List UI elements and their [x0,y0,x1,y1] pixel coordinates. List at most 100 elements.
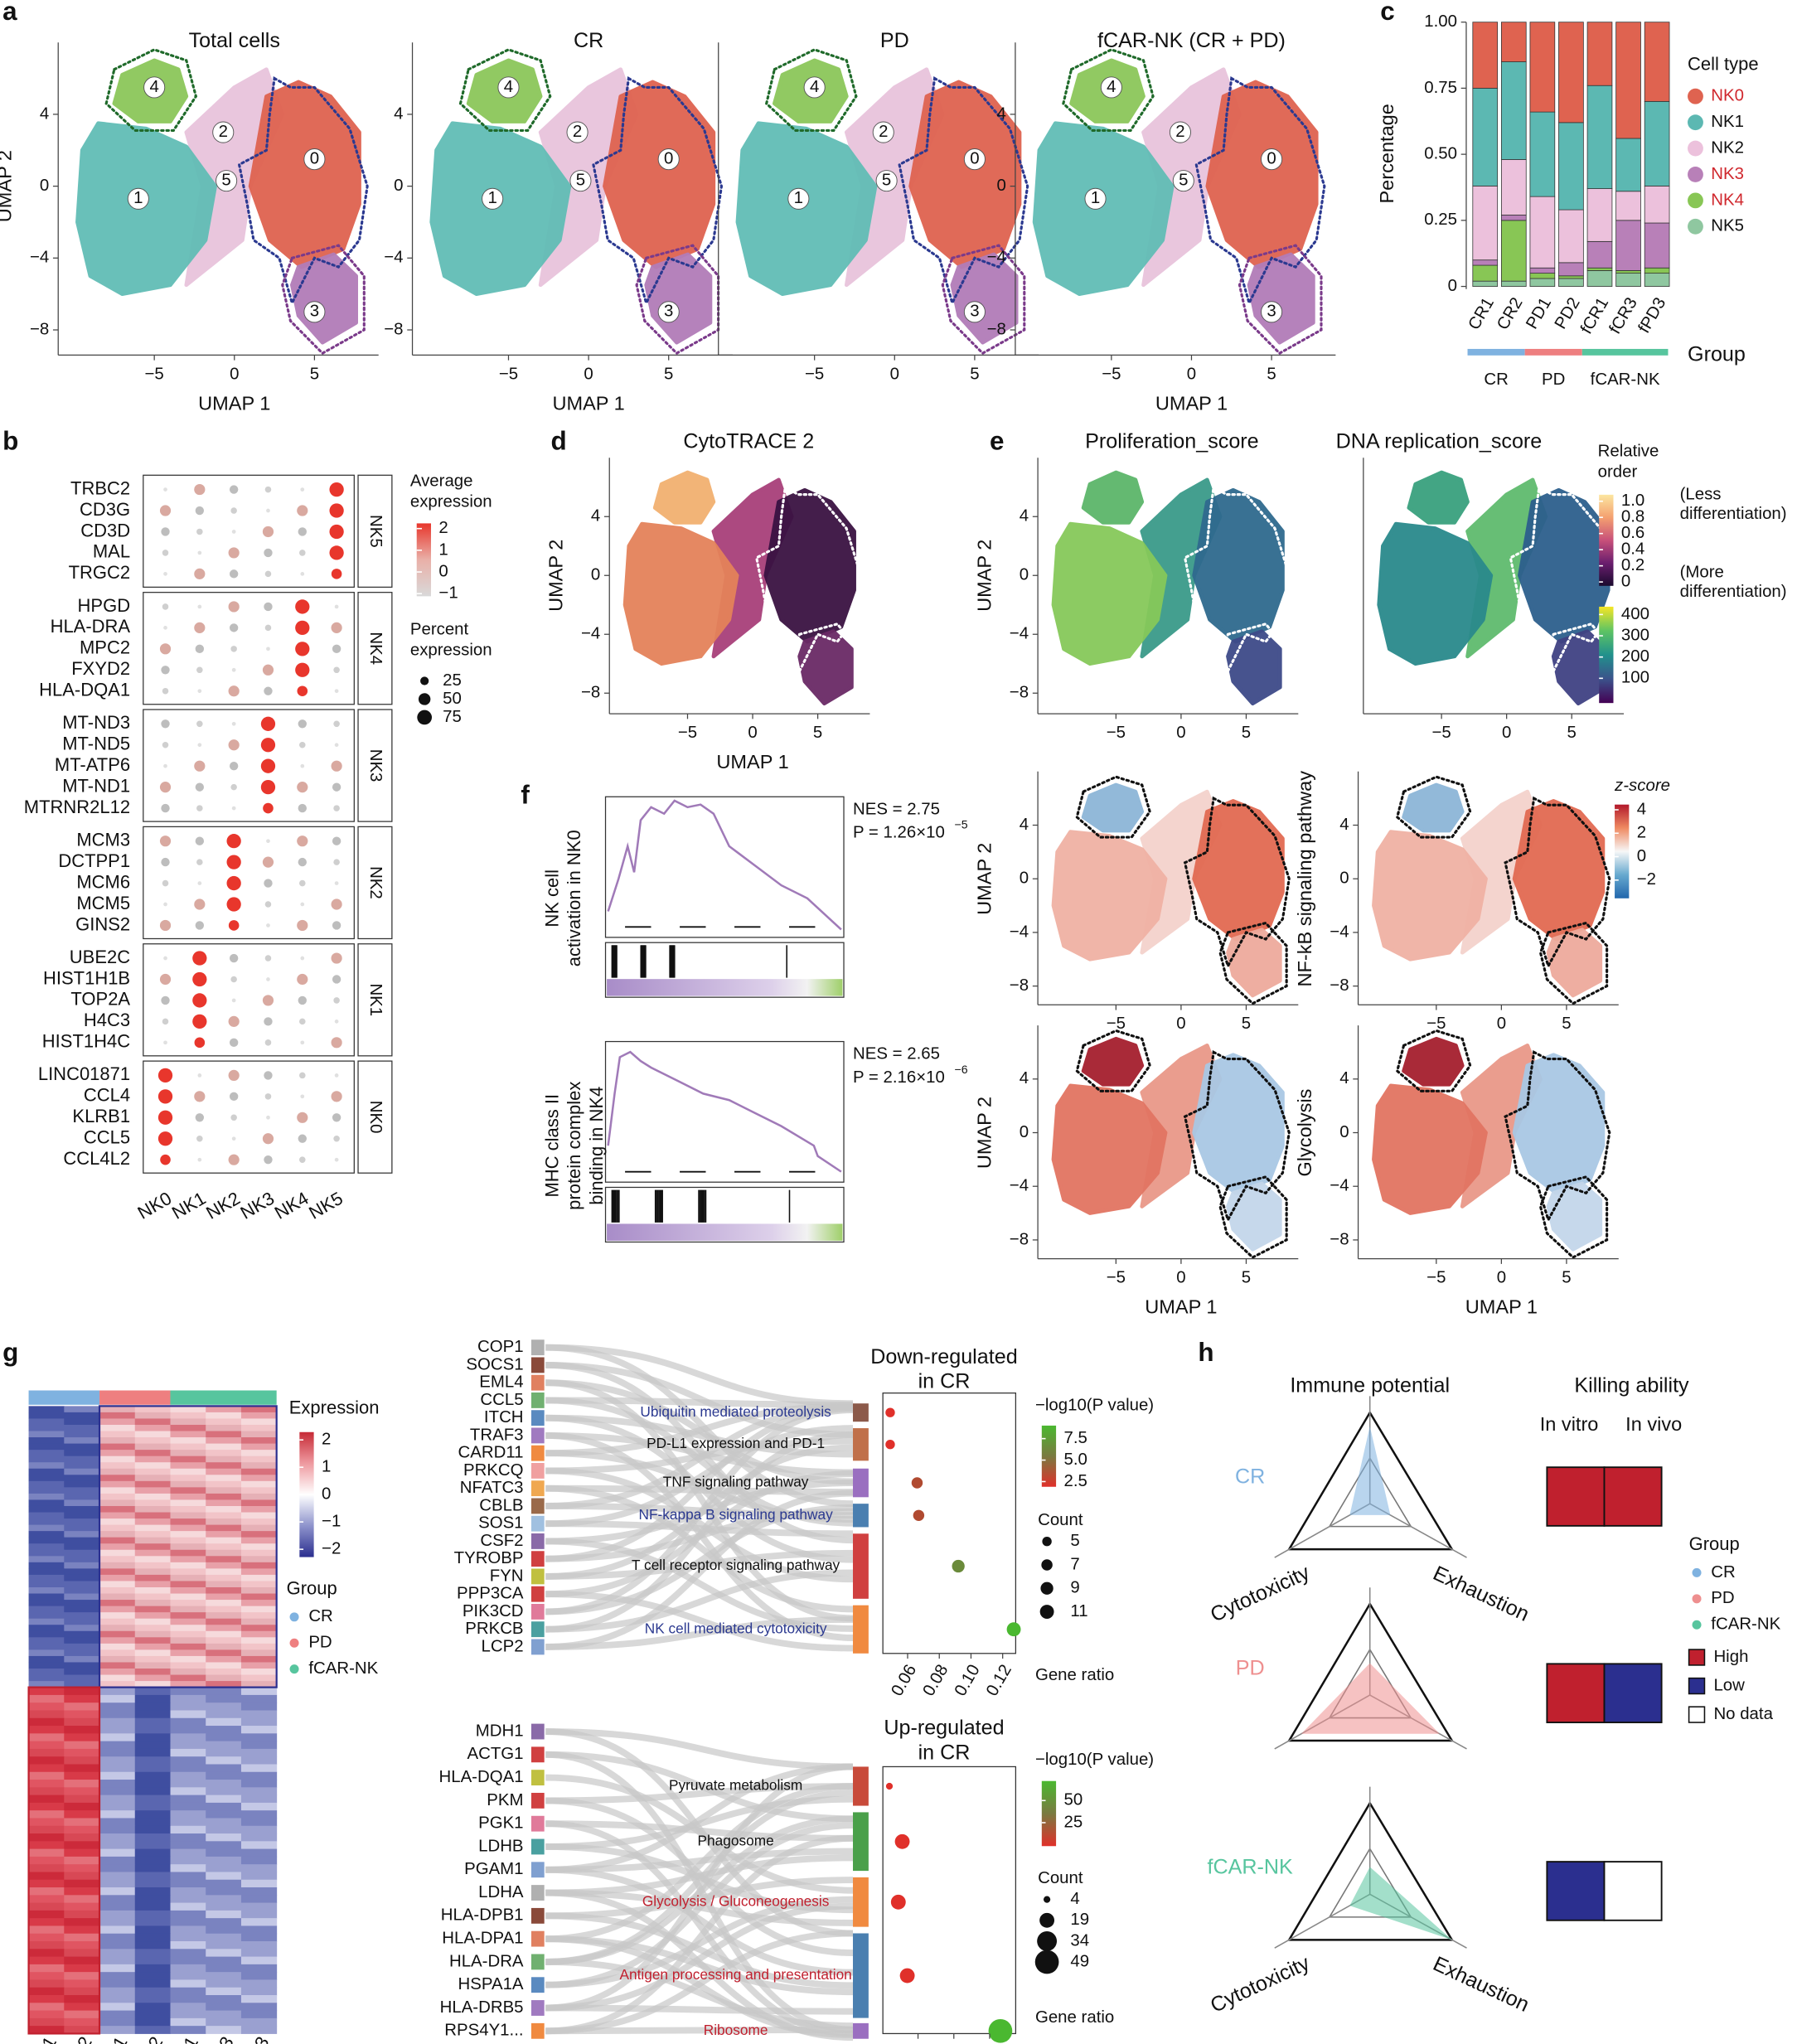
heatmap-cell [64,1630,100,1638]
dot [162,603,169,610]
x-tick-label: 5 [970,365,979,383]
panel-letter: a [2,0,17,26]
heatmap-cell [28,1703,65,1711]
heatmap-cell [64,1493,100,1500]
enrichment-dot [1006,1622,1021,1637]
colorbar [1615,804,1630,898]
cluster-label: 1 [794,189,803,207]
gene-label: LDHA [478,1883,524,1901]
heatmap-cell [134,1771,171,1780]
panel-letter: g [2,1338,18,1367]
heatmap-cell [99,1499,136,1507]
dot [157,1068,173,1083]
heatmap-cell [240,1703,278,1711]
dot [298,719,307,729]
cluster-badge [787,187,810,210]
heatmap-cell [240,1925,278,1935]
umap-cells [652,470,716,525]
bar-segment [1500,61,1527,160]
dot [334,1073,339,1078]
heatmap-cell [99,1424,136,1431]
heatmap-cell [99,1518,136,1526]
heatmap-cell [170,1694,206,1703]
heatmap-cell [206,1910,242,1919]
heatmap-cell [64,1562,100,1569]
y-tick-label: −8 [581,684,600,702]
heatmap-cell [206,1810,242,1819]
gene-label: TOP2A [70,989,130,1010]
dot [295,642,310,656]
x-tick-label: CR1 [25,2033,61,2044]
heatmap-cell [64,1879,100,1888]
colorbar-tick: 0.4 [1621,540,1644,559]
legend-note: (More [1680,564,1724,582]
heatmap-cell [28,1795,65,1804]
x-tick-label: PD1 [96,2033,132,2044]
cluster-outline [1504,1050,1611,1223]
heatmap-cell [99,1848,136,1858]
heatmap-cell [170,1456,206,1463]
colorbar-tick: −1 [322,1513,341,1531]
heatmap-cell [240,1637,278,1644]
sankey-flow [545,2026,854,2035]
dot [162,550,169,556]
umap-cells [1226,928,1282,998]
heatmap-cell [240,1726,278,1734]
heatmap-cell [134,2017,171,2027]
cluster-badge [963,301,986,323]
heatmap-cell [134,1787,171,1796]
heatmap-cell [99,1941,136,1950]
bar-segment [1615,191,1641,221]
dot [231,530,236,534]
heatmap-cell [99,1717,136,1727]
heatmap-cell [64,1748,100,1757]
heatmap-cell [170,1902,206,1911]
dot [228,920,240,931]
size-tick: 4 [1070,1890,1079,1908]
gene-label: MT-ND5 [62,734,130,754]
bar-segment [1472,22,1499,89]
heatmap-cell [28,1524,65,1532]
size-tick: 50 [443,690,462,708]
x-tick-label: fPD3 [235,2033,273,2044]
heatmap-cell [64,1637,100,1644]
dot [264,570,272,578]
y-axis-label: UMAP 2 [973,843,995,915]
heatmap-cell [240,1543,278,1551]
heatmap-cell [240,1524,278,1532]
dot [196,528,203,535]
heatmap-cell [170,1618,206,1625]
umap-cells [644,252,713,345]
p-exponent: −6 [955,1063,968,1076]
cluster-label: 2 [219,123,228,141]
heatmap-cell [64,1625,100,1632]
heatmap-cell [28,2017,65,2027]
heatmap-cell [240,1956,278,1965]
heatmap-cell [134,1841,171,1850]
rank-bar [607,979,843,996]
heatmap-cell [134,1418,171,1426]
dot [334,1020,339,1024]
umap-cells [603,80,716,269]
dot [196,859,203,865]
umap-cells [1081,782,1145,833]
heatmap-cell [134,1780,171,1788]
group-side-box [357,592,393,705]
x-tick-label: CR1 [1465,294,1498,332]
heatmap-cell [134,1733,171,1742]
heatmap-cell [206,1756,242,1765]
y-tick-label: 0 [1020,1123,1029,1141]
pathway-node [853,1504,869,1528]
sankey-flow [545,1728,854,1770]
heatmap-cell [99,1655,136,1663]
heatmap-cell [28,1669,65,1676]
dot [298,803,307,813]
radar-area [1301,1663,1440,1734]
radar-frame [1287,1410,1454,1551]
gene-label: ACTG1 [467,1745,523,1763]
sankey-flow [545,1549,854,1580]
cluster-outline [790,622,860,714]
heatmap-cell [240,1710,278,1719]
sankey-flow [545,1425,854,1528]
legend-swatch [289,1612,299,1622]
